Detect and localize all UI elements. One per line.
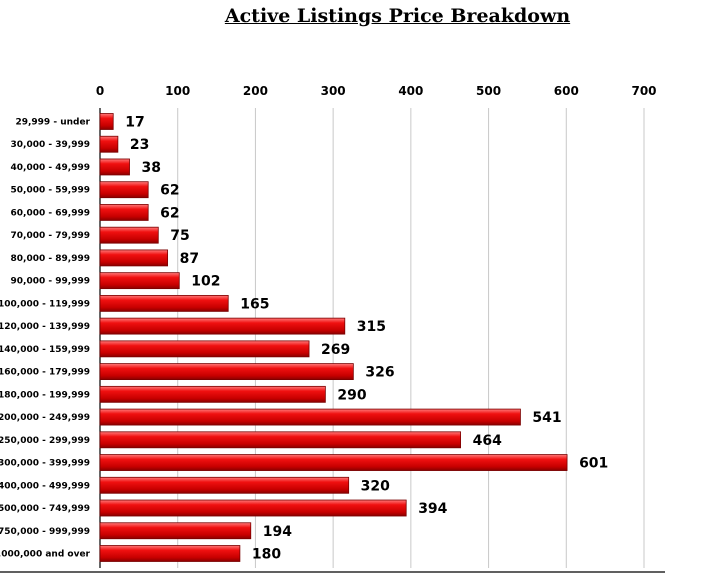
category-label: 750,000 - 999,999 (0, 527, 90, 537)
bar (99, 226, 159, 244)
category-label: 200,000 - 249,999 (0, 413, 90, 423)
x-tick-label: 200 (243, 84, 268, 98)
x-tick-label: 300 (321, 84, 346, 98)
bar (99, 204, 149, 221)
category-label: 100,000 - 119,999 (0, 299, 90, 309)
bar (99, 499, 407, 517)
x-tick-label: 700 (631, 84, 656, 98)
value-label: 62 (160, 205, 179, 221)
bar (99, 476, 350, 494)
category-label: 180,000 - 199,999 (0, 390, 90, 400)
category-label: 50,000 - 59,999 (11, 186, 90, 196)
value-label: 394 (418, 501, 447, 517)
value-label: 290 (337, 387, 366, 403)
bar (99, 522, 252, 540)
value-label: 464 (473, 433, 502, 449)
bar (99, 294, 229, 312)
bar (99, 317, 346, 335)
bar (99, 340, 310, 358)
value-label: 62 (160, 183, 179, 199)
category-label: 250,000 - 299,999 (0, 436, 90, 446)
value-label: 541 (532, 410, 561, 426)
category-label: 29,999 - under (15, 118, 90, 128)
bar (99, 158, 130, 176)
x-tick-label: 600 (554, 84, 579, 98)
bar (99, 431, 461, 449)
category-label: 30,000 - 39,999 (11, 140, 90, 150)
bar (99, 545, 241, 562)
bar (99, 113, 114, 130)
value-label: 320 (361, 478, 390, 494)
category-label: 160,000 - 179,999 (0, 368, 90, 378)
value-label: 315 (357, 319, 386, 335)
value-label: 194 (263, 524, 292, 540)
bar (99, 454, 568, 471)
bar (99, 272, 180, 290)
bar (99, 135, 119, 153)
value-label: 23 (130, 137, 149, 153)
value-label: 17 (125, 115, 144, 131)
bar (99, 408, 521, 426)
category-label: 500,000 - 749,999 (0, 504, 90, 514)
value-label: 102 (191, 274, 220, 290)
x-tick-label: 400 (398, 84, 423, 98)
category-label: 140,000 - 159,999 (0, 345, 90, 355)
category-label: 120,000 - 139,999 (0, 322, 90, 332)
value-label: 269 (321, 342, 350, 358)
category-label: 40,000 - 49,999 (11, 163, 90, 173)
value-label: 180 (252, 547, 281, 563)
value-label: 38 (142, 160, 161, 176)
category-label: 300,000 - 399,999 (0, 459, 90, 469)
bar (99, 385, 326, 403)
value-label: 75 (170, 228, 189, 244)
value-label: 326 (365, 365, 394, 381)
category-label: 80,000 - 89,999 (11, 254, 90, 264)
category-label: 1,000,000 and over (0, 550, 91, 560)
value-label: 601 (579, 456, 608, 472)
chart-title: Active Listings Price Breakdown (224, 5, 571, 27)
bar (99, 181, 149, 199)
bar (99, 249, 169, 267)
bar (99, 363, 354, 381)
category-label: 60,000 - 69,999 (11, 208, 90, 218)
category-label: 70,000 - 79,999 (11, 231, 90, 241)
category-label: 400,000 - 499,999 (0, 481, 90, 491)
x-tick-label: 500 (476, 84, 501, 98)
value-label: 165 (240, 296, 269, 312)
x-tick-label: 100 (165, 84, 190, 98)
x-tick-label: 0 (96, 84, 104, 98)
value-label: 87 (180, 251, 199, 267)
category-label: 90,000 - 99,999 (11, 277, 90, 287)
